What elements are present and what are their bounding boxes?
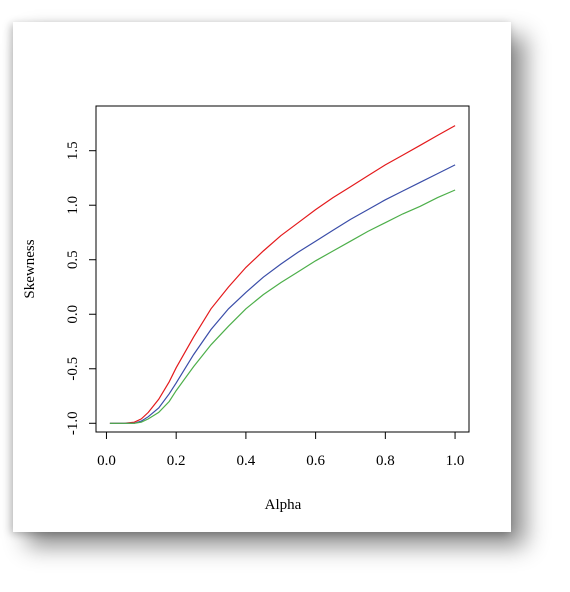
x-tick-label: 0.2 xyxy=(167,453,186,469)
y-tick-label: -0.5 xyxy=(65,357,81,381)
x-tick-label: 0.6 xyxy=(306,453,325,469)
x-tick-label: 0.4 xyxy=(237,453,256,469)
x-axis-label: Alpha xyxy=(265,497,302,513)
series-line-3 xyxy=(109,189,456,424)
y-tick-label: 0.5 xyxy=(65,250,81,269)
y-axis-label: Skewness xyxy=(22,239,38,298)
series-line-2 xyxy=(109,164,456,424)
y-tick-label: 1.0 xyxy=(65,196,81,215)
y-tick-label: 0.0 xyxy=(65,305,81,324)
y-tick-label: 1.5 xyxy=(65,141,81,160)
x-tick-label: 1.0 xyxy=(446,453,465,469)
x-tick-label: 0.0 xyxy=(97,453,116,469)
x-tick-label: 0.8 xyxy=(376,453,395,469)
y-tick-label: -1.0 xyxy=(65,411,81,435)
plot-box xyxy=(95,105,470,433)
series-line-1 xyxy=(109,125,456,424)
